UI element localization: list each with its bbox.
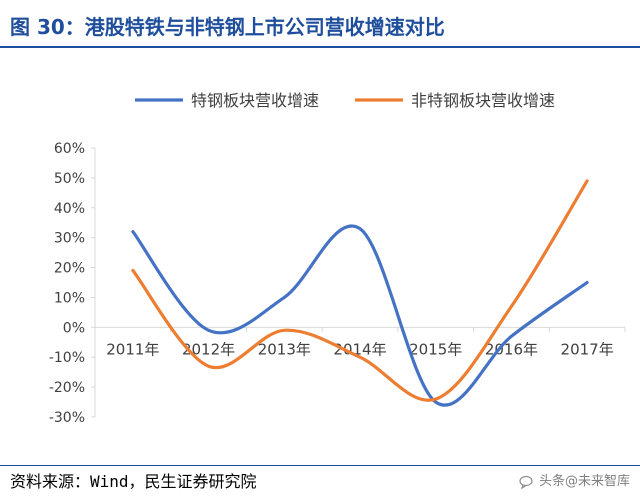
x-tick-label: 2013年 (258, 340, 311, 358)
title-divider (0, 46, 640, 48)
line-chart: 60% 50% 40% 30% 20% 10% 0% -10% -20% -30% 2011年 201… (49, 91, 626, 426)
y-tick-label: 10% (54, 290, 85, 306)
y-tick-label: -10% (49, 350, 85, 366)
watermark-text: 头条@未来智库 (538, 474, 630, 489)
y-tick-label: -30% (49, 410, 85, 426)
y-tick-label: 50% (54, 171, 85, 187)
x-tick-label: 2012年 (182, 340, 235, 358)
x-tick-label: 2017年 (561, 340, 614, 358)
source-note: 资料来源：Wind，民生证券研究院 (10, 472, 257, 491)
series-line-2 (131, 179, 589, 402)
y-tick-label: 0% (63, 320, 85, 336)
y-tick-label: 40% (54, 201, 85, 217)
watermark: 头条@未来智库 (519, 470, 630, 494)
y-tick-label: 60% (54, 141, 85, 157)
series-line-1 (131, 224, 589, 407)
y-tick-label: -20% (49, 380, 85, 396)
figure-title: 图 30：港股特铁与非特钢上市公司营收增速对比 (10, 15, 445, 39)
x-tick-label: 2011年 (106, 340, 159, 358)
x-tick-label: 2014年 (333, 340, 386, 358)
y-tick-label: 20% (54, 261, 85, 277)
legend-label-2: 非特钢板块营收增速 (411, 91, 555, 110)
chat-bubble-icon (519, 475, 533, 489)
x-tick-label: 2015年 (409, 340, 462, 358)
x-tick-label: 2016年 (485, 340, 538, 358)
y-tick-label: 30% (54, 231, 85, 247)
legend-label-1: 特钢板块营收增速 (191, 91, 319, 110)
source-divider (0, 465, 640, 466)
